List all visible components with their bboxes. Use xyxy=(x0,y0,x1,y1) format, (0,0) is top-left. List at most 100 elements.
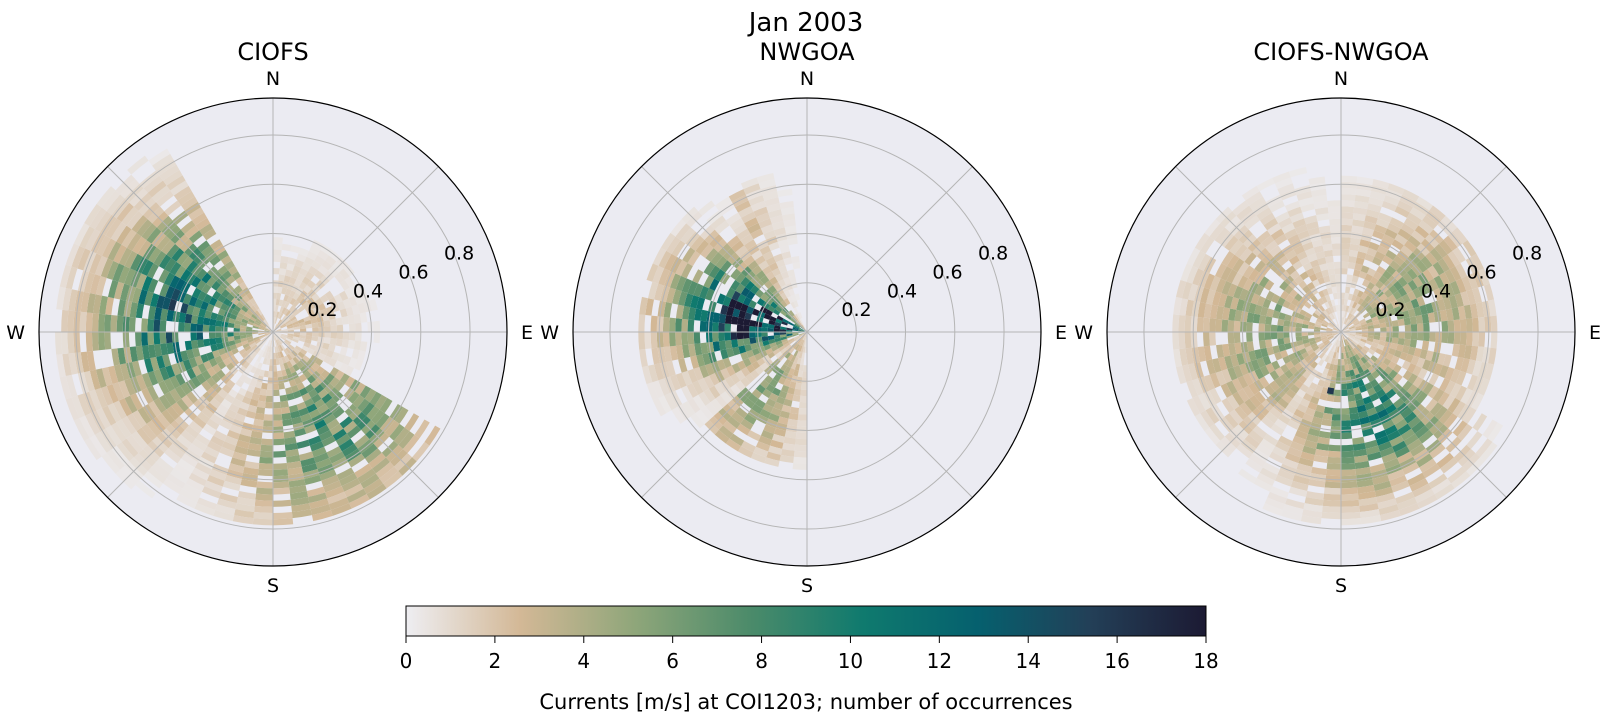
wedge-bar xyxy=(1299,383,1309,393)
wedge-bar xyxy=(244,345,252,352)
panel-title-ciofs-nwgoa: CIOFS-NWGOA xyxy=(1253,38,1429,66)
wedge-bar xyxy=(712,332,719,342)
wedge-bar xyxy=(776,295,784,303)
wedge-bar xyxy=(279,351,285,358)
wedge-bar xyxy=(182,359,192,371)
wedge-bar xyxy=(277,338,282,345)
wedge-bar xyxy=(349,284,360,296)
wedge-bar xyxy=(774,321,782,327)
wedge-bar xyxy=(783,398,793,407)
wedge-bar xyxy=(61,332,69,355)
wedge-bar xyxy=(319,430,333,442)
wedge-bar xyxy=(1327,206,1341,214)
wedge-bar xyxy=(1347,388,1355,396)
wedge-bar xyxy=(1314,334,1321,338)
wedge-bar xyxy=(1294,224,1308,235)
wedge-bar xyxy=(1341,432,1353,440)
wedge-bar xyxy=(336,332,344,340)
wedge-bar xyxy=(1437,391,1450,406)
wedge-bar xyxy=(1306,365,1315,374)
wedge-bar xyxy=(757,346,766,354)
wedge-bar xyxy=(342,332,350,340)
wedge-bar xyxy=(746,349,755,359)
wedge-bar xyxy=(1278,217,1293,229)
wedge-bar xyxy=(1315,251,1326,260)
wedge-bar xyxy=(301,262,312,272)
wedge-bar xyxy=(775,233,788,242)
wedge-bar xyxy=(172,341,181,353)
wedge-bar xyxy=(658,268,670,286)
wedge-bar xyxy=(91,313,100,332)
wedge-bar xyxy=(760,429,774,440)
wedge-bar xyxy=(329,423,344,436)
wedge-bar xyxy=(275,328,282,332)
wedge-bar xyxy=(779,245,790,254)
wedge-bar xyxy=(89,369,101,390)
wedge-bar xyxy=(348,391,360,404)
wedge-bar xyxy=(354,434,370,449)
wedge-bar xyxy=(306,297,315,306)
wedge-bar xyxy=(1173,296,1182,316)
wedge-bar xyxy=(1389,217,1404,229)
wedge-bar xyxy=(275,332,282,336)
wedge-bar xyxy=(180,302,189,314)
wedge-bar xyxy=(241,396,252,405)
wedge-bar xyxy=(1341,334,1345,341)
wedge-bar xyxy=(239,428,253,437)
wedge-bar xyxy=(1382,346,1391,354)
wedge-bar xyxy=(1416,332,1424,341)
wedge-bar xyxy=(85,312,93,332)
wedge-bar xyxy=(746,364,756,374)
wedge-bar xyxy=(1271,360,1281,371)
wedge-bar xyxy=(1490,332,1498,349)
wedge-bar xyxy=(1357,491,1377,500)
wedge-bar xyxy=(794,293,801,301)
wedge-bar xyxy=(1349,333,1356,337)
wedge-bar xyxy=(1329,224,1341,232)
wedge-bar xyxy=(1332,249,1341,257)
wedge-bar xyxy=(749,319,757,327)
wedge-bar xyxy=(339,308,348,318)
wedge-bar xyxy=(1356,379,1365,388)
wedge-bar xyxy=(1203,332,1210,347)
wedge-bar xyxy=(1335,305,1339,312)
wedge-bar xyxy=(251,313,258,320)
direction-label-s: S xyxy=(1335,575,1347,597)
wedge-bar xyxy=(1276,296,1286,306)
wedge-bar xyxy=(1318,305,1326,312)
wedge-bar xyxy=(118,398,133,417)
wedge-bar xyxy=(775,318,783,324)
wedge-bar xyxy=(283,340,290,347)
wedge-bar xyxy=(359,385,372,399)
wedge-bar xyxy=(234,413,246,423)
wedge-bar xyxy=(339,416,353,429)
wedge-bar xyxy=(118,247,133,266)
wedge-bar xyxy=(1391,413,1404,425)
wedge-bar xyxy=(309,344,317,351)
wedge-bar xyxy=(107,241,122,261)
wedge-bar xyxy=(287,333,294,337)
wedge-bar xyxy=(1353,368,1360,376)
wedge-bar xyxy=(1448,295,1458,309)
wedge-bar xyxy=(1184,332,1192,349)
wedge-bar xyxy=(304,319,312,326)
wedge-bar xyxy=(646,382,659,401)
wedge-bar xyxy=(257,400,266,408)
wedge-bar xyxy=(1417,284,1428,296)
wedge-bar xyxy=(705,288,715,301)
wedge-bar xyxy=(751,388,763,399)
wedge-bar xyxy=(312,332,319,337)
wedge-bar xyxy=(692,380,704,395)
wedge-bar xyxy=(1316,442,1330,451)
wedge-bar xyxy=(791,375,798,383)
wedge-bar xyxy=(1352,436,1365,445)
wedge-bar xyxy=(359,312,368,323)
wedge-bar xyxy=(1352,339,1360,345)
wedge-bar xyxy=(1297,424,1310,434)
wedge-bar xyxy=(1370,469,1388,479)
wedge-bar xyxy=(147,370,159,386)
wedge-bar xyxy=(1382,270,1393,280)
wedge-bar xyxy=(1323,249,1334,258)
wedge-bar xyxy=(1322,243,1333,252)
wedge-bar xyxy=(1389,260,1401,271)
